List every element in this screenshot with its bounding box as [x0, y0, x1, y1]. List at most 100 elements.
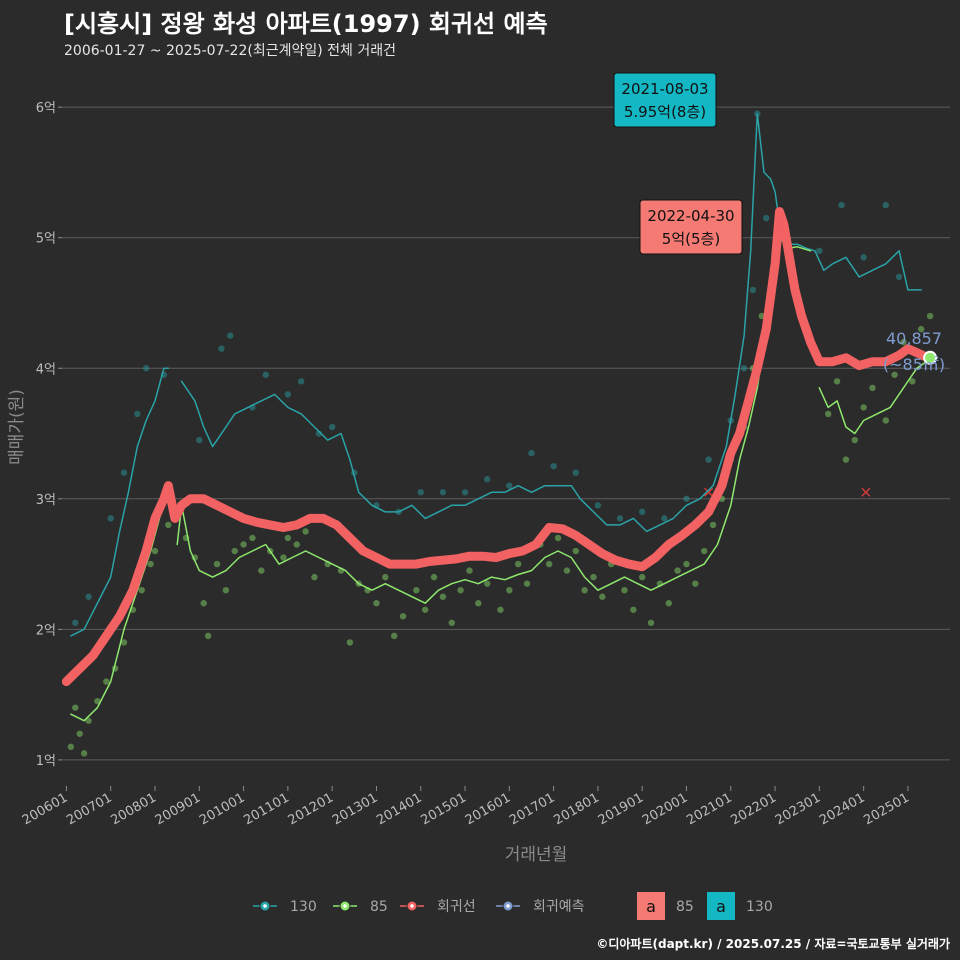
scatter-point-85 — [151, 547, 159, 555]
scatter-point-130 — [882, 201, 889, 209]
grid-lines — [62, 106, 950, 761]
scatter-point-85 — [346, 639, 354, 646]
scatter-point-85 — [506, 586, 513, 594]
x-tick-label: 201401 — [374, 790, 424, 828]
scatter-point-85 — [413, 586, 420, 594]
scatter-point-85 — [293, 541, 300, 548]
scatter-point-85 — [572, 547, 579, 555]
scatter-point-130 — [85, 593, 92, 600]
annotation-box-2 — [639, 199, 743, 255]
x-tick-label: 200601 — [20, 790, 70, 828]
legend-swatch-core — [506, 904, 510, 908]
scatter-point-130 — [227, 332, 234, 339]
x-tick-label: 201501 — [419, 790, 469, 828]
scatter-point-85 — [514, 560, 522, 568]
x-tick-label: 202201 — [729, 790, 779, 828]
scatter-point-130 — [895, 273, 903, 281]
scatter-point-85 — [563, 567, 571, 574]
annotation-value: 5억(5층) — [662, 230, 720, 248]
scatter-point-130 — [572, 469, 579, 476]
series-line-85 — [818, 358, 931, 435]
scatter-point-85 — [647, 619, 655, 627]
scatter-point-130 — [740, 365, 748, 372]
scatter-point-85 — [909, 378, 916, 385]
scatter-point-85 — [692, 580, 699, 587]
legend-box-label: 85 — [676, 899, 694, 915]
scatter-point-85 — [497, 606, 504, 613]
scatter-point-130 — [315, 430, 323, 437]
annotation-value: 5.95억(8층) — [624, 103, 706, 121]
scatter-point-130 — [838, 201, 845, 209]
series-line-85 — [176, 236, 812, 604]
scatter-point-85 — [284, 534, 292, 542]
x-tick-label: 201301 — [330, 790, 380, 828]
scatter-point-130 — [142, 365, 150, 372]
legend-box — [707, 892, 735, 920]
scatter-point-85 — [700, 547, 708, 555]
x-tick-label: 201001 — [197, 790, 247, 828]
legend-box-glyph: a — [716, 897, 726, 916]
scatter-point-85 — [448, 619, 455, 627]
scatter-point-130 — [134, 410, 141, 418]
y-tick-label: 2억 — [36, 623, 56, 638]
source-caption: ©디아파트(dapt.kr) / 2025.07.25 / 자료=국토교통부 실… — [596, 937, 950, 951]
scatter-point-130 — [328, 423, 336, 431]
y-tick-label: 5억 — [36, 232, 56, 247]
legend-label: 회귀예측 — [533, 899, 585, 915]
scatter-point-85 — [213, 560, 221, 568]
scatter-point-130 — [749, 286, 757, 294]
scatter-point-130 — [439, 489, 447, 496]
scatter-point-85 — [399, 613, 407, 620]
scatter-point-85 — [621, 586, 628, 594]
scatter-point-85 — [147, 560, 154, 568]
x-tick-label: 201701 — [507, 790, 557, 828]
prediction-area-label: (~85㎡) — [883, 355, 945, 374]
annotation-date: 2021-08-03 — [621, 80, 708, 98]
annotations: 40,857 (~85㎡) 2021-08-03 5.95억(8층) 2022-04-3… — [613, 72, 945, 374]
scatter-point-85 — [851, 436, 858, 444]
scatter-point-85 — [457, 586, 464, 594]
scatter-point-130 — [417, 489, 424, 496]
scatter-point-85 — [120, 639, 128, 646]
legend-label: 회귀선 — [437, 899, 476, 915]
scatter-point-85 — [200, 600, 207, 607]
scatter-point-130 — [297, 378, 305, 385]
x-tick-label: 202001 — [640, 790, 690, 828]
scatter-point-130 — [816, 247, 823, 254]
scatter-point-85 — [466, 567, 473, 574]
scatter-point-130 — [550, 462, 557, 470]
scatter-point-85 — [439, 593, 447, 600]
scatter-point-130 — [860, 254, 867, 261]
scatter-point-130 — [705, 456, 712, 463]
series-lines — [61, 112, 933, 722]
scatter-point-85 — [258, 567, 265, 574]
x-tick-label: 202401 — [817, 790, 867, 828]
scatter-point-85 — [900, 338, 907, 346]
y-tick-label: 4억 — [36, 362, 56, 377]
series-line-regression — [61, 207, 933, 687]
scatter-point-85 — [280, 554, 287, 561]
scatter-point-85 — [240, 541, 247, 548]
scatter-point-85 — [430, 573, 438, 581]
scatter-point-85 — [882, 417, 889, 424]
scatter-point-85 — [138, 586, 145, 594]
legend-box-label: 130 — [746, 899, 773, 915]
chart-subtitle: 2006-01-27 ~ 2025-07-22(최근계약일) 전체 거래건 — [64, 43, 396, 59]
scatter-point-85 — [80, 750, 88, 757]
scatter-point-85 — [581, 586, 588, 594]
x-tick-label: 200801 — [109, 790, 159, 828]
x-tick-label: 202501 — [861, 790, 911, 828]
scatter-point-85 — [311, 573, 318, 581]
scatter-point-85 — [554, 534, 562, 542]
scatter-point-85 — [891, 371, 898, 378]
scatter-point-85 — [665, 600, 672, 607]
y-axis-title: 매매가(원) — [7, 389, 27, 465]
x-tick-label: 201101 — [241, 790, 291, 828]
scatter-point-130 — [461, 489, 469, 496]
x-axis-title: 거래년월 — [505, 845, 568, 865]
scatter-point-85 — [683, 560, 690, 568]
scatter-point-130 — [284, 391, 292, 398]
series-line-130 — [70, 367, 170, 637]
